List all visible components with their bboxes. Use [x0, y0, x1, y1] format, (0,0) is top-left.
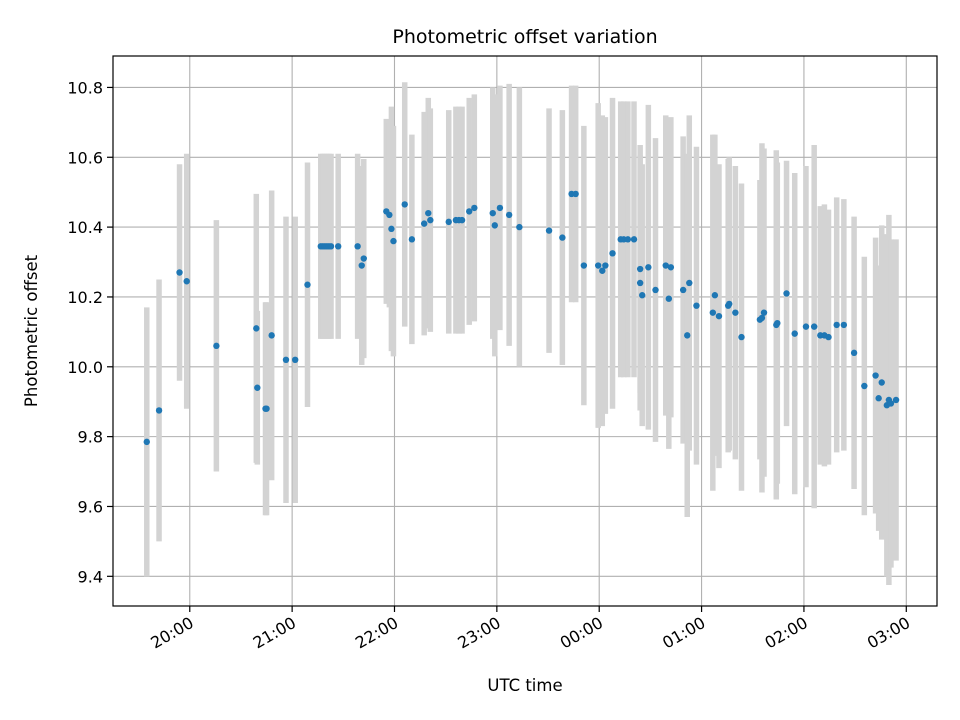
data-point — [425, 209, 432, 217]
plot-area — [113, 56, 937, 606]
y-axis: 9.4 9.6 9.8 10.0 10.2 10.4 10.6 10.8 — [67, 78, 113, 586]
data-point — [686, 279, 693, 287]
data-point — [572, 190, 579, 198]
data-point — [491, 222, 499, 229]
data-point — [684, 332, 691, 339]
data-point — [783, 290, 790, 297]
data-point — [802, 323, 810, 330]
y-tick-label: 10.8 — [67, 78, 103, 97]
data-point — [458, 216, 466, 224]
data-point — [711, 292, 719, 299]
x-axis-label: UTC time — [487, 676, 562, 695]
data-point — [505, 211, 513, 219]
data-point — [887, 400, 895, 407]
data-point — [840, 321, 848, 329]
data-point — [825, 333, 832, 341]
data-point — [143, 438, 150, 446]
data-point — [183, 278, 190, 285]
data-point — [304, 281, 311, 288]
data-point — [636, 279, 644, 287]
data-point — [892, 396, 900, 404]
data-point — [738, 333, 745, 341]
data-point — [667, 264, 675, 271]
data-point — [408, 236, 416, 243]
data-point — [254, 384, 261, 391]
data-point — [390, 237, 397, 245]
y-tick-label: 10.4 — [67, 218, 103, 237]
data-point — [726, 300, 733, 308]
data-point — [358, 262, 365, 269]
data-point — [636, 265, 644, 273]
data-point — [732, 309, 739, 316]
data-point — [850, 349, 858, 357]
data-point — [652, 286, 659, 294]
data-point — [715, 312, 723, 320]
data-point — [282, 356, 290, 364]
data-point — [360, 255, 367, 262]
y-tick-label: 9.4 — [78, 567, 103, 586]
data-point — [878, 379, 885, 386]
data-point — [774, 319, 781, 327]
data-point — [155, 407, 163, 414]
data-point — [645, 264, 652, 271]
data-point — [810, 323, 818, 330]
data-point — [872, 372, 879, 379]
chart-title: Photometric offset variation — [392, 26, 657, 48]
data-point — [253, 325, 260, 332]
data-point — [445, 218, 452, 226]
y-tick-label: 9.8 — [78, 428, 103, 447]
data-point — [489, 209, 496, 217]
data-point — [427, 216, 434, 224]
data-point — [791, 330, 798, 337]
data-point — [624, 236, 632, 243]
data-point — [875, 395, 882, 402]
data-point — [630, 236, 638, 243]
data-point — [545, 227, 553, 234]
data-point — [760, 309, 768, 316]
y-tick-label: 10.0 — [67, 358, 103, 377]
data-point — [292, 356, 299, 364]
data-point — [327, 243, 335, 250]
y-tick-label: 10.6 — [67, 148, 103, 167]
data-point — [580, 262, 588, 269]
data-point — [334, 243, 342, 250]
data-point — [861, 382, 868, 390]
data-point — [693, 302, 700, 309]
data-point — [176, 269, 183, 276]
data-points — [143, 190, 900, 446]
data-point — [401, 201, 408, 208]
data-point — [665, 295, 673, 302]
data-point — [609, 250, 616, 257]
data-point — [496, 204, 504, 212]
data-point — [516, 223, 523, 231]
data-point — [709, 309, 717, 316]
data-point — [263, 405, 270, 412]
data-point — [679, 286, 687, 294]
data-point — [213, 342, 220, 350]
data-point — [268, 332, 275, 339]
data-point — [420, 220, 428, 227]
data-point — [602, 262, 609, 269]
y-tick-label: 10.2 — [67, 288, 103, 307]
data-point — [354, 243, 361, 250]
data-point — [471, 204, 478, 212]
data-point — [833, 321, 840, 329]
y-axis-label: Photometric offset — [22, 254, 41, 407]
y-tick-label: 9.6 — [78, 497, 103, 516]
data-point — [466, 208, 473, 215]
data-point — [662, 262, 669, 269]
data-point — [639, 292, 646, 299]
data-point — [758, 314, 766, 322]
plot-frame — [112, 55, 938, 607]
data-point — [594, 262, 602, 269]
data-point — [386, 211, 393, 219]
data-point — [388, 225, 395, 233]
data-point — [599, 267, 606, 274]
data-point — [559, 234, 566, 241]
